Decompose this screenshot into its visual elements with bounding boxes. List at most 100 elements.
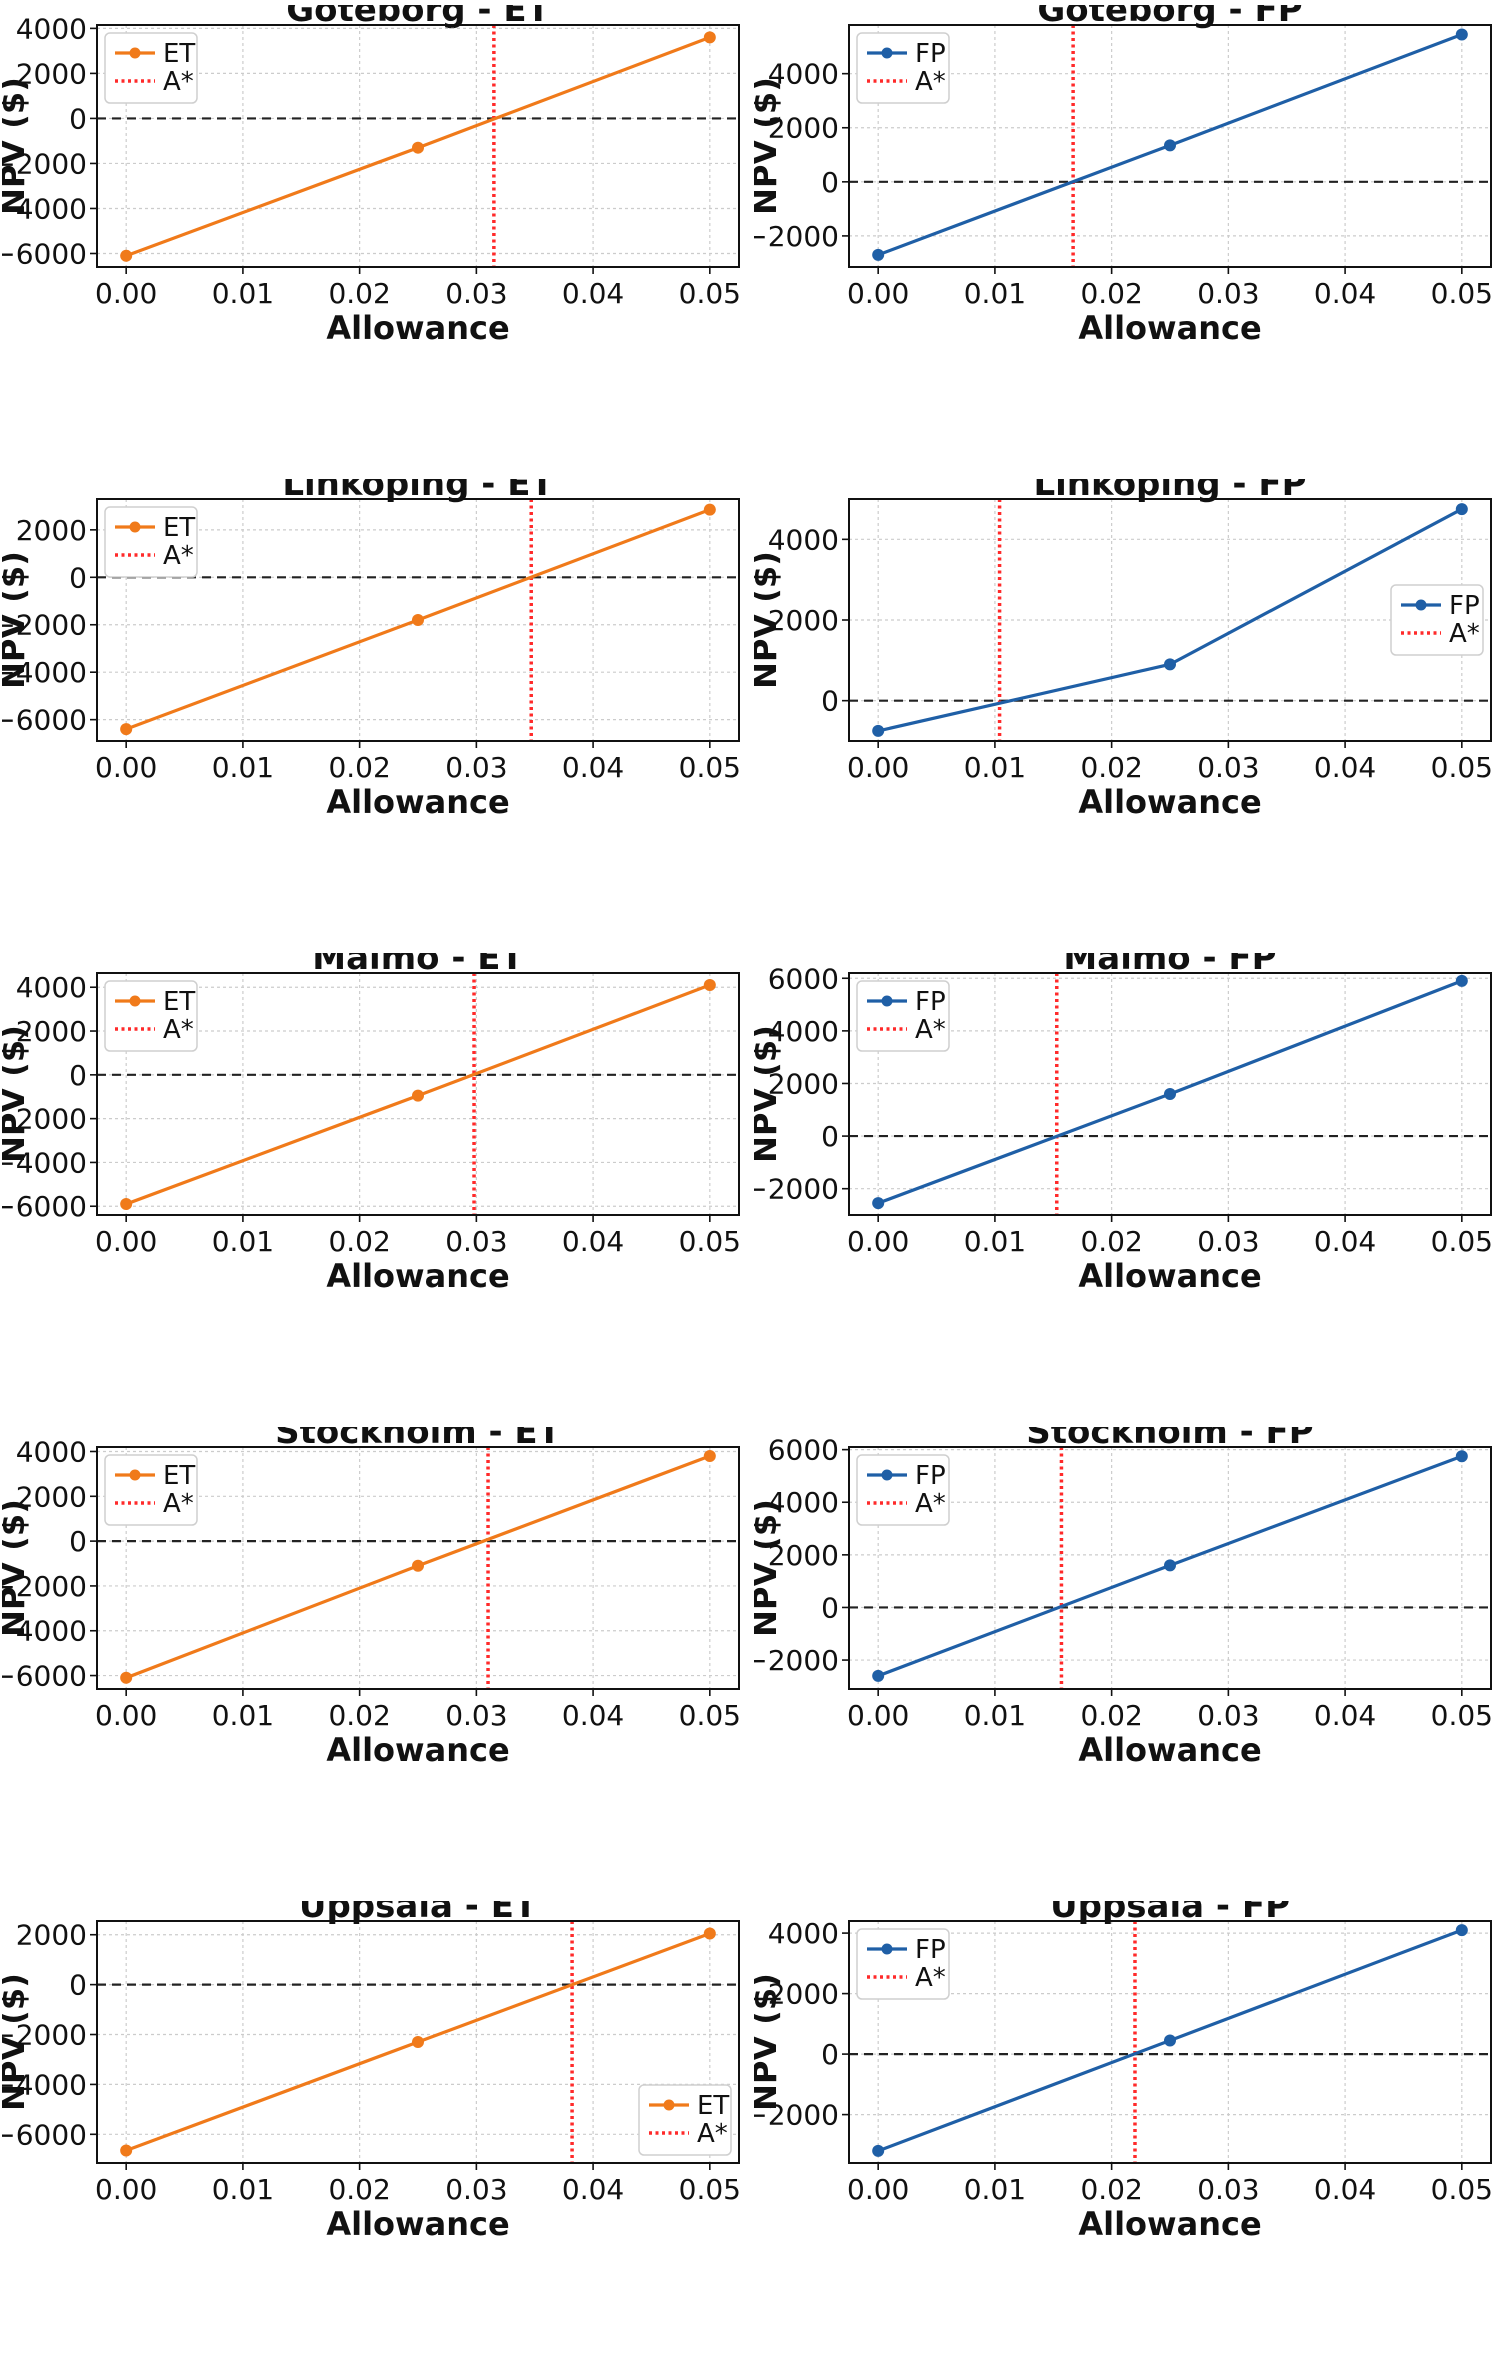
legend-series-marker — [881, 1943, 893, 1955]
y-tick-label: −6000 — [2, 1660, 87, 1693]
legend-series-marker — [1415, 599, 1427, 611]
y-tick-label: −2000 — [2, 2019, 87, 2052]
y-tick-label: 2000 — [768, 1539, 839, 1572]
x-tick-label: 0.03 — [445, 277, 507, 310]
x-axis-label: Allowance — [1078, 783, 1261, 821]
y-tick-label: 0 — [821, 1591, 839, 1624]
y-tick-label: 2000 — [16, 514, 87, 547]
x-tick-label: 0.02 — [328, 751, 390, 784]
legend-box — [856, 32, 950, 104]
y-tick-label: −4000 — [2, 656, 87, 689]
plot-frame — [848, 24, 1492, 268]
y-axis-label: NPV ($) — [754, 77, 784, 215]
plot-frame — [848, 1920, 1492, 2164]
x-tick-label: 0.03 — [1197, 277, 1259, 310]
chart-panel-2: Linkoping - ET 0.00 0.01 0.02 0.03 0.04 0.05 20… — [2, 479, 741, 821]
data-point — [872, 248, 885, 261]
x-tick-label: 0.05 — [1431, 1699, 1493, 1732]
chart-panel-8: Uppsala - ET 0.00 0.01 0.02 0.03 0.04 0.05 2000… — [2, 1901, 741, 2243]
legend-series-label: ET — [697, 2091, 729, 2121]
x-tick-label: 0.02 — [1080, 2173, 1142, 2206]
chart-title: Linkoping - FP — [1033, 479, 1306, 504]
chart-panel-9: Uppsala - FP 0.00 0.01 0.02 0.03 0.04 0.05 4000… — [754, 1901, 1493, 2243]
x-tick-label: 0.03 — [1197, 2173, 1259, 2206]
legend: ETA* — [104, 32, 198, 104]
x-tick-label: 0.05 — [679, 2173, 741, 2206]
chart-panel-5: Malmo - FP 0.00 0.01 0.02 0.03 0.04 0.05 6000 40… — [754, 953, 1493, 1295]
chart-title: Uppsala - FP — [1050, 1901, 1290, 1926]
y-tick-label: 4000 — [16, 971, 87, 1004]
y-axis-label: NPV ($) — [2, 1973, 32, 2111]
chart-title: Goteborg - ET — [286, 5, 550, 30]
x-tick-label: 0.02 — [1080, 751, 1142, 784]
chart-title: Uppsala - ET — [299, 1901, 538, 1926]
legend-series-label: ET — [163, 513, 195, 543]
x-tick-label: 0.05 — [1431, 1225, 1493, 1258]
x-tick-label: 0.00 — [95, 1699, 157, 1732]
y-tick-label: 2000 — [768, 112, 839, 145]
plot-frame — [848, 972, 1492, 1216]
x-tick-label: 0.02 — [328, 1225, 390, 1258]
plot-frame — [96, 498, 740, 742]
y-tick-label: 0 — [821, 166, 839, 199]
chart-panel-3: Linkoping - FP 0.00 0.01 0.02 0.03 0.04 0.05 40… — [754, 479, 1493, 821]
x-tick-label: 0.01 — [212, 277, 274, 310]
x-axis-label: Allowance — [1078, 1257, 1261, 1295]
x-tick-label: 0.04 — [1314, 277, 1376, 310]
legend-series-marker — [881, 1469, 893, 1481]
data-point — [120, 249, 133, 262]
y-axis-label: NPV ($) — [2, 551, 32, 689]
chart-title: Malmo - ET — [312, 953, 524, 978]
x-tick-label: 0.05 — [679, 1699, 741, 1732]
x-tick-label: 0.04 — [562, 751, 624, 784]
legend-series-label: FP — [915, 39, 946, 69]
y-tick-label: −4000 — [2, 2068, 87, 2101]
y-tick-label: 0 — [821, 685, 839, 718]
y-tick-label: −6000 — [2, 2118, 87, 2151]
x-tick-label: 0.04 — [1314, 751, 1376, 784]
legend-box — [638, 2084, 732, 2156]
chart-panel-7: Stockholm - FP 0.00 0.01 0.02 0.03 0.04 0.05 60… — [754, 1427, 1493, 1769]
x-tick-label: 0.05 — [1431, 751, 1493, 784]
x-tick-label: 0.00 — [847, 277, 909, 310]
x-tick-label: 0.01 — [212, 751, 274, 784]
data-point — [1164, 1088, 1176, 1100]
data-point — [120, 723, 133, 736]
legend-astar-label: A* — [163, 67, 194, 97]
y-tick-label: 0 — [69, 561, 87, 594]
legend-astar-label: A* — [697, 2119, 728, 2149]
legend-series-marker — [881, 995, 893, 1007]
y-tick-label: −4000 — [2, 192, 87, 225]
legend: FPA* — [856, 1928, 950, 2000]
y-tick-label: 6000 — [768, 1434, 839, 1467]
y-axis-label: NPV ($) — [2, 1499, 32, 1637]
x-tick-label: 0.04 — [562, 1225, 624, 1258]
chart-title: Goteborg - FP — [1037, 5, 1302, 30]
x-axis-label: Allowance — [326, 309, 509, 347]
legend-astar-label: A* — [915, 67, 946, 97]
y-tick-label: 2000 — [768, 604, 839, 637]
x-tick-label: 0.05 — [1431, 2173, 1493, 2206]
data-point — [1164, 658, 1176, 671]
x-tick-label: 0.02 — [328, 277, 390, 310]
x-tick-label: 0.04 — [1314, 1225, 1376, 1258]
x-tick-label: 0.01 — [212, 1225, 274, 1258]
legend: ETA* — [104, 1454, 198, 1526]
y-tick-label: 0 — [69, 1525, 87, 1558]
legend: FPA* — [856, 1454, 950, 1526]
legend-astar-label: A* — [163, 541, 194, 571]
y-tick-label: 2000 — [768, 1067, 839, 1100]
chart-title: Stockholm - FP — [1026, 1427, 1313, 1452]
data-point — [1455, 28, 1468, 41]
x-axis-label: Allowance — [326, 1257, 509, 1295]
legend-box — [104, 980, 198, 1052]
y-tick-label: 4000 — [768, 58, 839, 91]
y-tick-label: 4000 — [768, 523, 839, 556]
legend-series-label: FP — [915, 987, 946, 1017]
data-point — [1164, 139, 1176, 152]
legend-astar-label: A* — [915, 1963, 946, 1993]
data-point — [120, 2144, 133, 2157]
y-tick-label: −4000 — [2, 1146, 87, 1179]
y-tick-label: −2000 — [754, 2099, 839, 2132]
data-point — [412, 2036, 424, 2048]
